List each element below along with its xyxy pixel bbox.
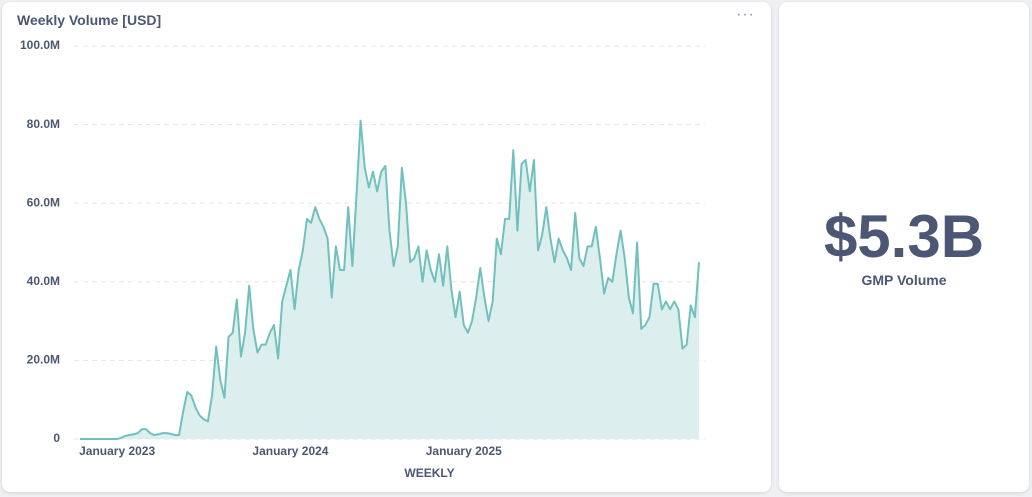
- y-tick-label: 20.0M: [27, 353, 60, 367]
- y-tick-label: 80.0M: [27, 117, 60, 131]
- kpi-label: GMP Volume: [861, 272, 947, 288]
- chart: 0 20.0M 40.0M 60.0M 80.0M 100.0M January 2023 J…: [20, 38, 705, 480]
- area-line: [80, 119, 700, 440]
- x-tick-label: January 2023: [79, 444, 155, 458]
- kpi-card: $5.3B GMP Volume: [779, 2, 1029, 492]
- x-tick-label: January 2025: [426, 444, 502, 458]
- area-fill: [80, 120, 699, 440]
- chart-title: Weekly Volume [USD]: [17, 12, 162, 28]
- menu-button[interactable]: ···: [736, 6, 755, 23]
- x-axis-label: WEEKLY: [404, 466, 454, 480]
- chart-card: Weekly Volume [USD] ··· 0 20.0M 40.0M 60.0M…: [2, 2, 771, 492]
- y-tick-label: 100.0M: [20, 38, 60, 52]
- y-tick-label: 60.0M: [27, 195, 60, 209]
- x-tick-label: January 2024: [252, 444, 328, 458]
- y-tick-label: 40.0M: [27, 274, 60, 288]
- y-tick-label: 0: [53, 431, 60, 445]
- kpi-value: $5.3B: [823, 203, 985, 270]
